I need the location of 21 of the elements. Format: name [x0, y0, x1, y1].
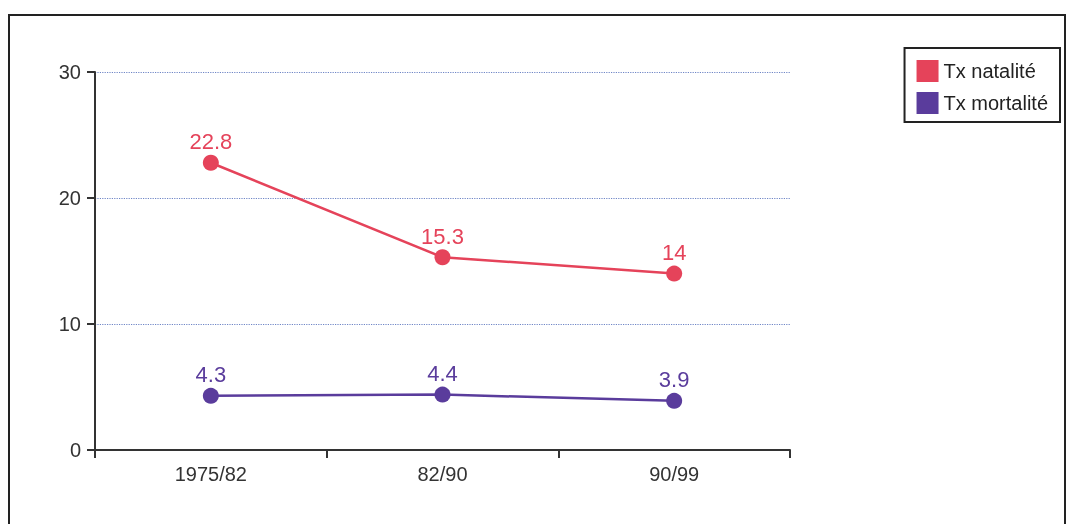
legend-label: Tx natalité	[943, 60, 1036, 82]
data-label: 4.4	[427, 361, 458, 387]
y-tick-label: 20	[58, 187, 81, 209]
point	[666, 265, 683, 282]
data-label: 15.3	[421, 223, 464, 249]
point	[434, 249, 451, 266]
y-tick-label: 30	[58, 61, 81, 83]
x-tick-label: 90/99	[649, 463, 700, 485]
x-tick-label: 82/90	[417, 463, 468, 485]
data-label: 3.9	[658, 367, 690, 393]
y-tick-label: 0	[69, 439, 81, 461]
data-label: 14	[661, 240, 687, 266]
point	[202, 154, 219, 171]
legend-label: Tx mortalité	[943, 92, 1049, 114]
x-tick-label: 1975/82	[174, 463, 247, 485]
data-label: 4.3	[195, 362, 227, 388]
data-label: 22.8	[189, 129, 233, 155]
point	[434, 386, 451, 403]
point	[202, 387, 219, 404]
y-tick-label: 10	[58, 313, 81, 335]
point	[666, 392, 683, 409]
